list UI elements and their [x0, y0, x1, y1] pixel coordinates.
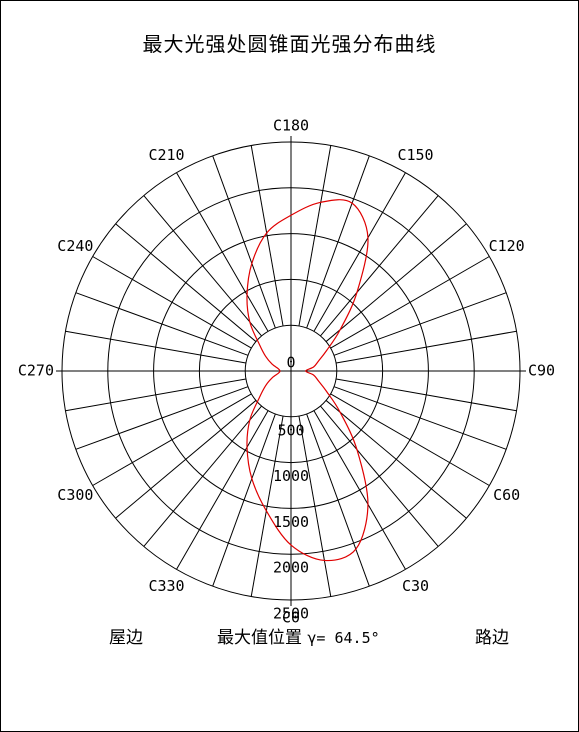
grid-spoke-c150: [313, 172, 406, 332]
grid-spoke-c30: [313, 410, 406, 570]
grid-spoke-c160: [306, 155, 370, 329]
grid-spoke-c60: [330, 393, 490, 486]
max-position-label: 最大值位置 γ= 64.5°: [217, 623, 380, 648]
angle-label-c30: C30: [402, 577, 429, 595]
grid-spoke-c80: [336, 378, 517, 412]
chart-title: 最大光强处圆锥面光强分布曲线: [142, 32, 437, 56]
radial-label-0: 0: [286, 354, 295, 372]
angle-label-c330: C330: [148, 577, 184, 595]
grid-spoke-c100: [336, 330, 517, 364]
radial-label-1000: 1000: [273, 467, 309, 485]
radial-label-2500: 2500: [273, 605, 309, 623]
max-position-text: 最大值位置: [217, 628, 302, 648]
grid-spoke-c350: [250, 416, 284, 597]
radial-label-500: 500: [277, 421, 304, 439]
angle-label-c120: C120: [489, 237, 525, 255]
gamma-value: γ= 64.5°: [307, 629, 380, 647]
grid-spoke-c330: [176, 410, 269, 570]
grid-spoke-c70: [333, 386, 507, 450]
radial-label-2000: 2000: [273, 559, 309, 577]
grid-spoke-c140: [320, 195, 439, 337]
grid-spoke-c190: [250, 145, 284, 326]
grid-spoke-c120: [330, 256, 490, 349]
grid-spoke-c340: [212, 413, 276, 587]
grid-spoke-c110: [333, 292, 507, 356]
house-side-label: 屋边: [109, 628, 143, 648]
angle-label-c0: C0: [282, 609, 300, 627]
grid-spoke-c320: [143, 405, 262, 547]
grid-spoke-c240: [92, 256, 252, 349]
angle-label-c300: C300: [57, 486, 93, 504]
angle-label-c240: C240: [57, 237, 93, 255]
grid-spoke-c20: [306, 413, 370, 587]
grid-spoke-c260: [65, 330, 246, 364]
angle-label-c60: C60: [493, 486, 520, 504]
angle-label-c270: C270: [18, 362, 54, 380]
grid-spoke-c310: [115, 400, 257, 519]
grid-spoke-c170: [298, 145, 332, 326]
grid-spoke-c40: [320, 405, 439, 547]
grid-spoke-c200: [212, 155, 276, 329]
radial-label-1500: 1500: [273, 513, 309, 531]
grid-spoke-c50: [325, 400, 467, 519]
grid-spoke-c220: [143, 195, 262, 337]
angle-label-c180: C180: [273, 117, 309, 135]
grid-spoke-c230: [115, 223, 257, 342]
grid-spoke-c300: [92, 393, 252, 486]
grid-spoke-c10: [298, 416, 332, 597]
grid-spoke-c210: [176, 172, 269, 332]
intensity-curve: [246, 199, 369, 562]
grid-spoke-c280: [65, 378, 246, 412]
grid-spoke-c250: [75, 292, 249, 356]
angle-label-c150: C150: [397, 146, 433, 164]
road-side-label: 路边: [475, 628, 509, 648]
angle-label-c210: C210: [148, 146, 184, 164]
grid-spoke-c130: [325, 223, 467, 342]
angle-label-c90: C90: [528, 362, 555, 380]
grid-spoke-c290: [75, 386, 249, 450]
